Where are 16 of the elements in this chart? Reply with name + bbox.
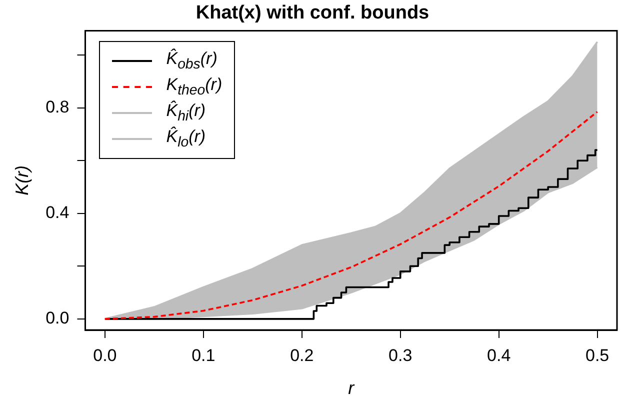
- x-tick-label: 0.2: [290, 346, 314, 365]
- x-tick-label: 0.4: [487, 346, 511, 365]
- x-tick-label: 0.5: [585, 346, 610, 365]
- y-tick-label: 0.4: [46, 203, 70, 222]
- legend-label: K$_{theo}$(r): [166, 75, 222, 98]
- x-tick-label: 0.3: [388, 346, 412, 365]
- y-axis-title: K(r): [12, 165, 32, 196]
- x-tick-label: 0.1: [192, 346, 216, 365]
- legend-label: K̂$_{lo}$(r): [166, 127, 206, 150]
- x-axis-title: r: [348, 378, 356, 398]
- y-tick-label: 0.0: [46, 308, 70, 328]
- legend-label: K̂$_{obs}$(r): [166, 49, 218, 72]
- x-tick-label: 0.0: [93, 346, 117, 365]
- y-tick-label: 0.8: [46, 98, 70, 117]
- legend-label: K̂$_{hi}$(r): [166, 101, 206, 124]
- chart-title: Khat(x) with conf. bounds: [196, 2, 430, 24]
